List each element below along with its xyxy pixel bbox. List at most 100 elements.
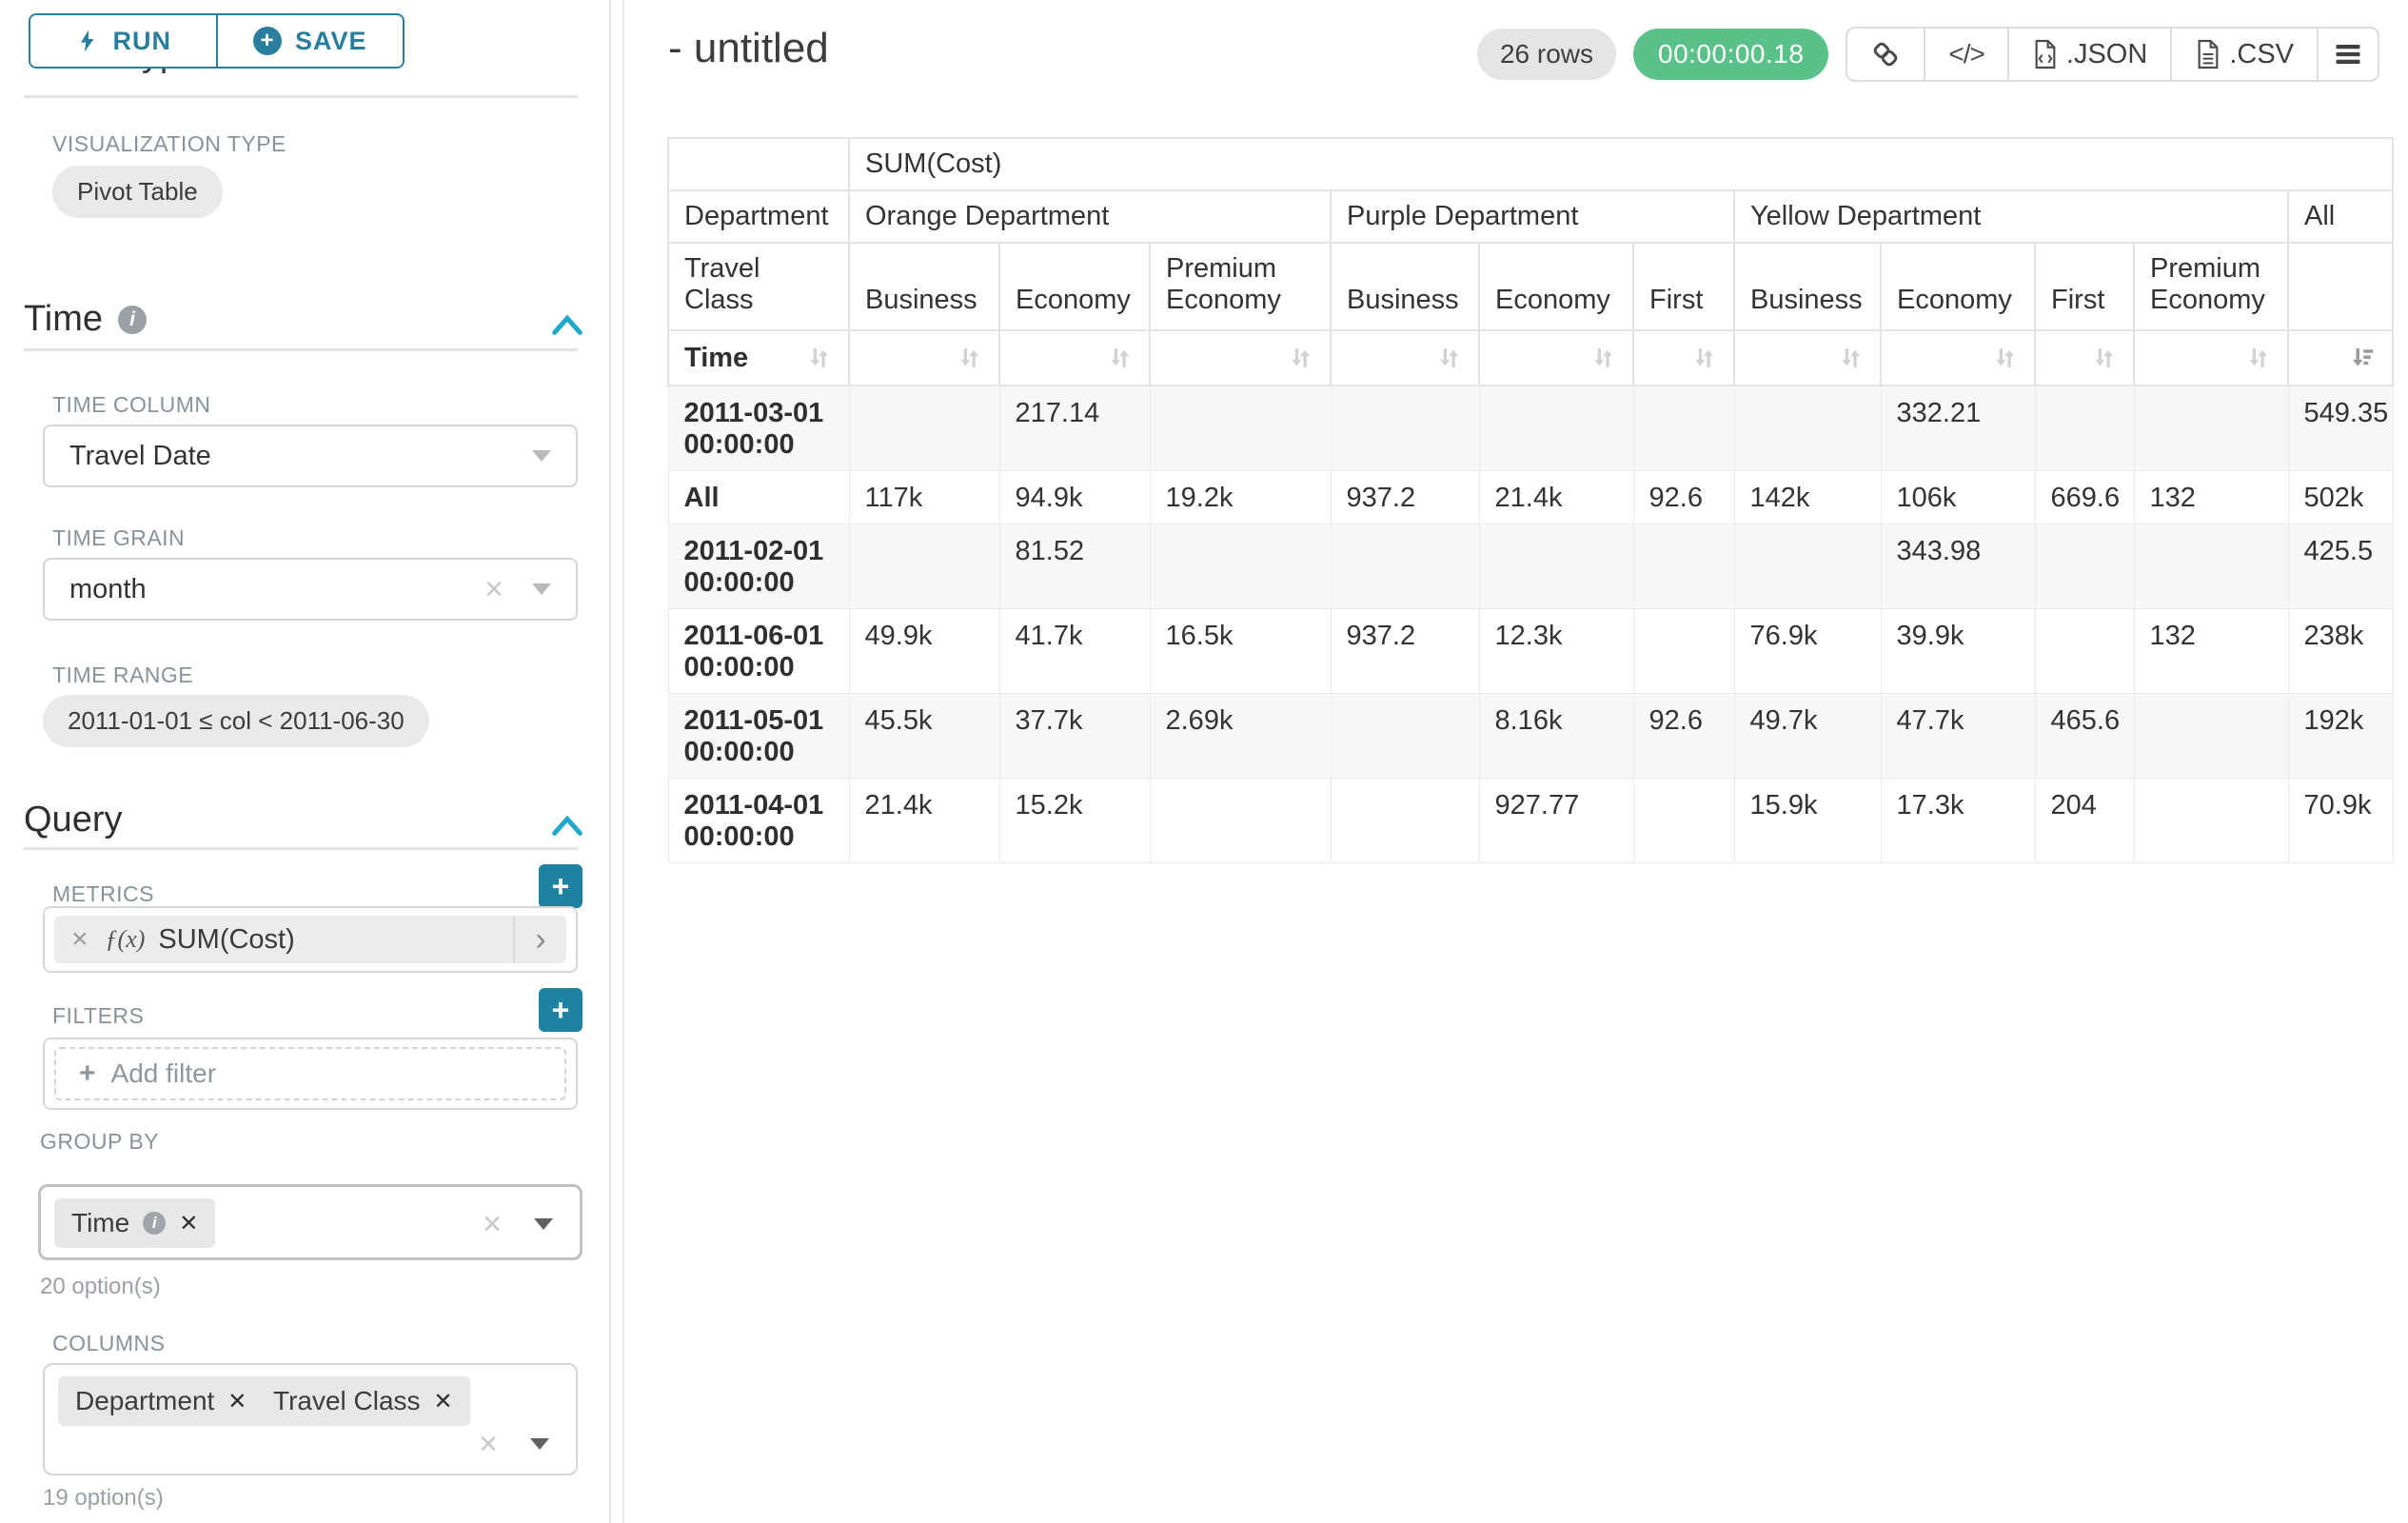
hamburger-icon	[2336, 45, 2360, 64]
department-group-header: Orange Department	[848, 189, 1332, 244]
json-file-icon	[2035, 39, 2056, 69]
pivot-cell: 669.6	[2034, 470, 2135, 524]
remove-chip-icon[interactable]: ✕	[179, 1210, 199, 1236]
chevron-down-icon	[532, 450, 551, 462]
pivot-cell: 94.9k	[998, 470, 1151, 524]
pivot-cell: 81.52	[998, 524, 1151, 609]
time-collapse-icon[interactable]	[548, 310, 586, 339]
remove-metric-icon[interactable]: ×	[71, 923, 89, 955]
group-by-label: GROUP BY	[40, 1129, 159, 1154]
clear-icon[interactable]: ×	[484, 571, 503, 607]
metrics-control: × ƒ(x) SUM(Cost) ›	[43, 906, 578, 973]
remove-chip-icon[interactable]: ✕	[433, 1388, 453, 1414]
section-divider	[24, 348, 578, 351]
add-metric-button[interactable]: +	[539, 864, 582, 908]
pivot-cell	[848, 385, 1000, 471]
viz-type-pill[interactable]: Pivot Table	[52, 166, 223, 218]
pivot-cell: 117k	[848, 470, 1000, 524]
sortable-header[interactable]	[1330, 329, 1480, 386]
save-label: SAVE	[294, 26, 367, 55]
travel-class-header: First	[1632, 242, 1735, 331]
department-group-header: Purple Department	[1330, 189, 1735, 244]
export-csv-label: .CSV	[2229, 38, 2294, 69]
sortable-header[interactable]	[998, 329, 1151, 386]
travel-class-header: First	[2034, 242, 2135, 331]
columns-options-note: 19 option(s)	[43, 1485, 164, 1511]
pivot-cell	[1330, 385, 1480, 471]
pivot-cell	[1733, 385, 1882, 471]
add-filter-plus-button[interactable]: +	[539, 988, 582, 1032]
export-json-label: .JSON	[2065, 38, 2148, 69]
sortable-header[interactable]	[1880, 329, 2036, 386]
row-header: 2011-06-01 00:00:00	[667, 608, 850, 694]
filters-label: FILTERS	[52, 1003, 145, 1028]
run-button[interactable]: RUN	[30, 15, 216, 67]
sort-icon	[1111, 348, 1129, 367]
sortable-header[interactable]	[1733, 329, 1882, 386]
group-by-select[interactable]: Time i ✕ ×	[38, 1184, 582, 1260]
chevron-right-icon[interactable]: ›	[513, 916, 566, 963]
columns-select[interactable]: Department ✕ Travel Class ✕ ×	[43, 1363, 578, 1475]
view-query-button[interactable]: </>	[1924, 29, 2007, 80]
pivot-cell: 17.3k	[1880, 778, 2036, 863]
columns-chip[interactable]: Department ✕	[58, 1376, 265, 1426]
travel-class-header: Business	[848, 242, 1000, 331]
export-json-button[interactable]: .JSON	[2006, 29, 2171, 80]
time-section-header: Time i	[24, 299, 148, 340]
row-header: 2011-03-01 00:00:00	[667, 385, 850, 471]
pivot-cell: 47.7k	[1880, 693, 2036, 779]
more-options-button[interactable]	[2317, 29, 2378, 80]
sort-icon	[1594, 348, 1612, 367]
copy-link-button[interactable]	[1847, 29, 1924, 80]
pivot-cell: 92.6	[1632, 693, 1735, 779]
travel-class-header: Business	[1733, 242, 1882, 331]
sortable-header[interactable]	[2133, 329, 2289, 386]
sortable-header[interactable]: Time	[667, 329, 850, 386]
sortable-header[interactable]	[2034, 329, 2135, 386]
corner-cell	[667, 137, 850, 191]
sortable-header[interactable]	[1632, 329, 1735, 386]
time-range-pill[interactable]: 2011-01-01 ≤ col < 2011-06-30	[43, 695, 429, 747]
pivot-cell	[1330, 778, 1480, 863]
sortable-header[interactable]	[1149, 329, 1332, 386]
sorted-desc-header[interactable]	[2286, 329, 2395, 386]
save-button[interactable]: + SAVE	[215, 15, 403, 67]
pivot-cell	[2133, 693, 2289, 779]
pivot-cell	[1149, 524, 1332, 609]
travel-class-header-row: Travel Class Business Economy Premium Ec…	[667, 242, 2395, 331]
clear-icon[interactable]: ×	[483, 1206, 502, 1242]
pivot-cell: 41.7k	[998, 608, 1151, 694]
add-filter-label: Add filter	[110, 1058, 217, 1088]
row-header: 2011-02-01 00:00:00	[667, 524, 850, 609]
chart-title[interactable]: - untitled	[668, 25, 829, 71]
add-filter-button[interactable]: + Add filter	[54, 1047, 566, 1100]
metrics-label: METRICS	[52, 881, 154, 906]
pivot-cell: 19.2k	[1149, 470, 1332, 524]
panel-border	[622, 0, 624, 1523]
pivot-cell: 238k	[2287, 608, 2394, 694]
pivot-cell: 39.9k	[1880, 608, 2036, 694]
query-section-title: Query	[24, 800, 123, 840]
filters-control: + Add filter	[43, 1038, 578, 1110]
group-by-chip[interactable]: Time i ✕	[54, 1198, 216, 1248]
travel-class-header: Economy	[1478, 242, 1634, 331]
sort-desc-icon	[2353, 348, 2374, 366]
pivot-cell: 45.5k	[848, 693, 1000, 779]
columns-chip[interactable]: Travel Class ✕	[256, 1376, 470, 1426]
row-header: All	[667, 470, 850, 524]
query-collapse-icon[interactable]	[548, 811, 586, 840]
metric-chip[interactable]: × ƒ(x) SUM(Cost) ›	[54, 916, 566, 963]
columns-label: COLUMNS	[52, 1331, 166, 1355]
time-column-select[interactable]: Travel Date	[43, 425, 578, 487]
remove-chip-icon[interactable]: ✕	[227, 1388, 247, 1414]
sortable-header[interactable]	[1478, 329, 1634, 386]
pivot-cell: 21.4k	[1478, 470, 1634, 524]
sort-icon	[2095, 348, 2113, 367]
time-grain-select[interactable]: month ×	[43, 558, 578, 621]
sortable-header[interactable]	[848, 329, 1000, 386]
clear-icon[interactable]: ×	[479, 1426, 498, 1462]
export-csv-button[interactable]: .CSV	[2170, 29, 2317, 80]
pivot-cell: 21.4k	[848, 778, 1000, 863]
chevron-down-icon	[530, 1438, 549, 1450]
